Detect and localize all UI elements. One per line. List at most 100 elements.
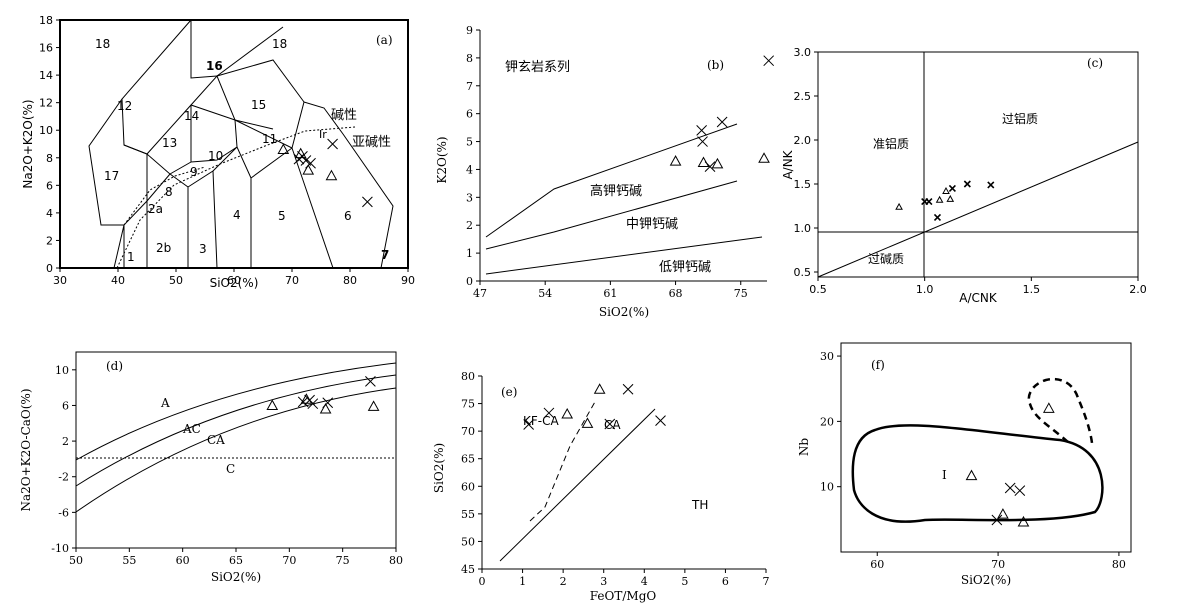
panel-c-ticks: 0.5 1.0 1.5 2.0 0.5 1.0 1.5 2.0 2.5 3.0 [794,46,1147,296]
cross-point [604,418,616,430]
field-label-6: 6 [344,209,352,223]
panel-c-xlabel: A/CNK [959,291,998,305]
triangle-point [302,164,315,175]
y-tick-label: 9 [466,24,473,37]
panel-f-points [965,402,1055,527]
panel-e-axes [481,376,766,570]
y-tick-label: 70 [461,425,475,438]
y-tick-label: 45 [461,563,475,576]
y-tick-label: 2.0 [794,134,812,147]
cross-point [696,125,707,136]
panel-d-label-A: A [160,396,170,410]
panel-b-points [669,55,775,173]
panel-d-points [266,376,380,414]
x-tick-label: 80 [343,274,357,287]
panel-d-label: (d) [106,359,123,373]
cross-point [948,184,956,192]
panel-b-label-high-k: 高钾钙碱 [590,183,642,198]
x-tick-label: 70 [991,558,1005,571]
field-label-1: 1 [127,250,135,264]
panel-e-label-kfca: KF-CA [523,414,559,428]
panel-d-label-C: C [226,462,235,476]
y-tick-label: -2 [58,471,69,484]
field-label-13: 13 [162,136,177,150]
y-tick-label: 14 [39,69,53,82]
x-tick-label: 0 [479,575,486,588]
x-tick-label: 2 [560,575,567,588]
y-tick-label: 20 [820,415,834,428]
y-tick-label: 75 [461,398,475,411]
field-label-14: 14 [184,109,199,123]
panel-e-ylabel: SiO2(%) [432,443,446,493]
triangle-point [561,408,574,419]
panel-e-points [523,383,666,430]
field-label-2a: 2a [148,202,163,216]
y-tick-label: 12 [39,97,53,110]
panel-b-title: 钾玄岩系列 [505,59,570,74]
panel-a-ylabel: Na2O+K2O(%) [21,99,35,188]
x-tick-label: 1 [519,575,526,588]
panel-a-alkaline-divider [116,126,356,269]
panel-d-boundary-curves [75,362,397,513]
x-tick-label: 70 [282,554,296,567]
triangle-point [1042,402,1055,413]
y-tick-label: 2 [466,219,473,232]
y-tick-label: 0 [46,262,53,275]
y-tick-label: 3.0 [794,46,812,59]
x-tick-label: 68 [669,287,683,300]
panel-e-label-ca: CA [604,418,621,432]
panel-e-kfca-ca-line [529,399,597,522]
cross-point [991,514,1003,526]
triangle-point [581,417,594,428]
field-label-16: 16 [206,59,223,73]
x-tick-label: 7 [763,575,770,588]
field-label-4: 4 [233,208,241,222]
cross-point [933,213,942,222]
field-label-18-left: 18 [95,37,110,51]
y-tick-label: 6 [62,399,69,412]
y-tick-label: 10 [55,364,69,377]
triangle-point [935,195,944,203]
field-label-2b: 2b [156,241,171,255]
x-tick-label: 55 [122,554,136,567]
cross-point [1004,482,1016,494]
triangle-point [997,508,1009,519]
panel-d-label-AC: AC [182,422,201,436]
panel-d-frame [75,351,397,549]
panel-e-label-th: TH [691,498,708,512]
cross-point [963,180,971,188]
y-tick-label: 50 [461,535,475,548]
triangle-point [367,400,380,411]
cross-point [365,376,376,387]
cross-point [655,415,666,427]
x-tick-label: 5 [681,575,688,588]
cross-point [1014,485,1026,496]
y-tick-label: 6 [466,108,473,121]
y-tick-label: 2.5 [794,90,812,103]
panel-c-label-peralkaline: 过碱质 [868,252,904,266]
x-tick-label: 65 [229,554,243,567]
x-tick-label: 80 [389,554,403,567]
y-tick-label: 16 [39,42,53,55]
field-label-9: 9 [190,165,198,179]
x-tick-label: 40 [111,274,125,287]
triangle-point [965,469,978,481]
panel-e-field-labels: KF-CA CA TH [523,414,708,512]
panel-f-ticks: 60 70 80 10 20 30 [820,350,1126,571]
panel-c-ylabel: A/NK [781,149,795,179]
x-tick-label: 75 [336,554,350,567]
y-tick-label: 65 [461,453,475,466]
panel-c-label: (c) [1087,56,1103,70]
y-tick-label: 2 [62,435,69,448]
triangle-point [277,143,290,155]
triangle-point [895,202,903,210]
panel-a-field-boundaries [88,19,394,269]
y-tick-label: 1.0 [794,222,812,235]
x-tick-label: 60 [227,274,241,287]
triangle-point [942,187,950,194]
x-tick-label: 70 [285,274,299,287]
cross-point [704,161,716,173]
